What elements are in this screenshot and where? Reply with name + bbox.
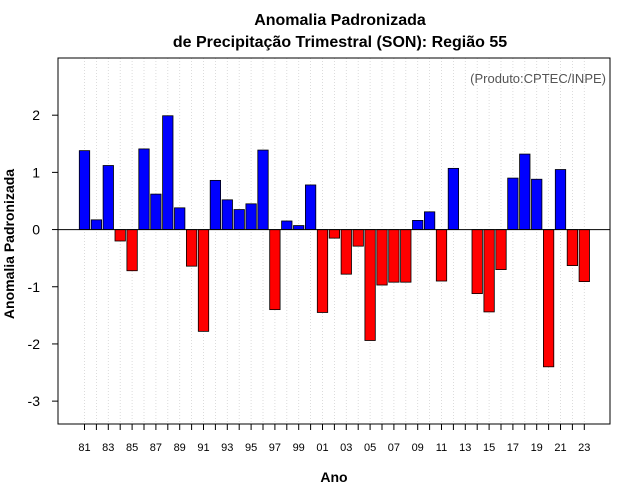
bar-17: [507, 177, 519, 230]
bar-06: [376, 229, 388, 286]
x-axis: 81 83 85 87 89 91 93 95 97 99 01 03 05 07 09 11 13 15 17 19…: [78, 424, 590, 454]
bar-95: [245, 203, 257, 230]
bar-97: [269, 229, 281, 311]
bar-05: [364, 229, 376, 341]
bar-14: [471, 229, 483, 295]
bar-03: [340, 229, 352, 275]
x-tick-label: 81: [78, 442, 90, 454]
bar-83: [102, 165, 114, 230]
x-tick-label: 85: [126, 442, 138, 454]
x-tick-label: 83: [102, 442, 114, 454]
bar-18: [519, 153, 531, 230]
bar-88: [162, 115, 174, 230]
x-tick-label: 11: [436, 442, 447, 454]
chart-title: Anomalia Padronizada: [254, 12, 426, 29]
y-tick-label: 0: [32, 222, 40, 238]
bar-84: [114, 229, 126, 242]
credit-annotation: (Produto:CPTEC/INPE): [470, 71, 606, 86]
x-tick-label: 15: [483, 442, 495, 454]
bar-23: [578, 229, 590, 283]
y-tick-label: -1: [28, 279, 41, 295]
bar-85: [126, 229, 138, 272]
bar-81: [78, 150, 91, 230]
bar-92: [209, 179, 221, 230]
y-axis: -3 -2 -1 0 1 2: [28, 107, 58, 409]
x-tick-label: 95: [245, 442, 257, 454]
x-tick-label: 13: [459, 442, 471, 454]
bar-22: [566, 229, 579, 266]
x-axis-label: Ano: [320, 469, 347, 485]
bar-07: [388, 229, 400, 283]
grid-lines: [84, 58, 585, 424]
bar-15: [483, 229, 495, 313]
bar-12: [447, 167, 460, 230]
x-tick-label: 19: [531, 442, 543, 454]
bar-93: [221, 199, 233, 230]
bar-82: [90, 219, 102, 230]
bar-98: [281, 220, 293, 230]
bar-16: [495, 229, 507, 270]
y-tick-label: 2: [32, 107, 40, 123]
x-tick-label: 97: [269, 442, 281, 454]
x-tick-label: 89: [174, 442, 186, 454]
bar-90: [185, 229, 198, 267]
x-tick-label: 09: [412, 442, 424, 454]
x-tick-label: 03: [340, 442, 352, 454]
bar-99: [293, 225, 305, 230]
x-tick-label: 23: [578, 442, 590, 454]
x-tick-label: 05: [364, 442, 376, 454]
bar-04: [352, 229, 364, 247]
bars-group: [78, 115, 590, 368]
y-axis-label: Anomalia Padronizada: [1, 169, 17, 319]
x-tick-label: 91: [197, 442, 209, 454]
bar-91: [197, 229, 210, 332]
x-tick-label: 17: [507, 442, 519, 454]
bar-09: [412, 220, 424, 230]
x-tick-label: 87: [150, 442, 162, 454]
bar-86: [138, 148, 150, 230]
bar-20: [543, 229, 555, 368]
x-tick-label: 93: [221, 442, 233, 454]
bar-08: [400, 229, 412, 283]
x-tick-label: 01: [316, 442, 328, 454]
bar-11: [435, 229, 448, 282]
x-tick-label: 21: [554, 442, 566, 454]
bar-02: [328, 229, 341, 239]
bar-21: [554, 169, 567, 230]
bar-87: [150, 193, 162, 230]
bar-19: [531, 178, 543, 230]
y-tick-label: 1: [32, 164, 40, 180]
y-tick-label: -3: [28, 393, 41, 409]
bar-10: [423, 211, 436, 230]
bar-01: [316, 229, 329, 313]
x-tick-label: 07: [388, 442, 400, 454]
bar-00: [304, 184, 317, 230]
y-tick-label: -2: [28, 336, 41, 352]
bar-96: [257, 149, 269, 230]
chart-subtitle: de Precipitação Trimestral (SON): Região…: [173, 34, 507, 51]
bar-89: [174, 207, 186, 230]
x-tick-label: 99: [293, 442, 305, 454]
bar-94: [233, 209, 245, 230]
